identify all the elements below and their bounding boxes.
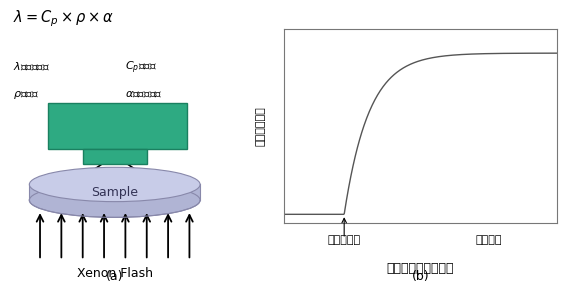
Text: 経過時間: 経過時間 (476, 235, 502, 245)
Text: 試料逆面温度: 試料逆面温度 (256, 106, 266, 146)
Text: Xenon Flash: Xenon Flash (77, 267, 153, 280)
Text: 試料逆面の温度変化: 試料逆面の温度変化 (387, 262, 454, 275)
Text: $\alpha$：熱拡散率: $\alpha$：熱拡散率 (125, 89, 163, 99)
Bar (30, 184, 200, 200)
Text: DETECTOR: DETECTOR (75, 134, 149, 147)
Text: $C_p$：比熱: $C_p$：比熱 (125, 60, 157, 76)
Text: $\rho$：密度: $\rho$：密度 (13, 89, 39, 101)
FancyBboxPatch shape (83, 149, 147, 164)
Text: パルス加熱: パルス加熱 (328, 235, 361, 245)
Ellipse shape (30, 167, 200, 202)
Text: IR: IR (105, 116, 119, 130)
Text: $\lambda$：熱伝導率: $\lambda$：熱伝導率 (13, 60, 50, 72)
FancyBboxPatch shape (48, 103, 187, 149)
Text: Sample: Sample (91, 186, 138, 199)
Ellipse shape (30, 183, 200, 217)
Text: (a): (a) (106, 270, 124, 283)
Text: $\lambda = C_p \times \rho \times \alpha$: $\lambda = C_p \times \rho \times \alpha… (13, 9, 114, 29)
Text: (b): (b) (412, 270, 429, 283)
